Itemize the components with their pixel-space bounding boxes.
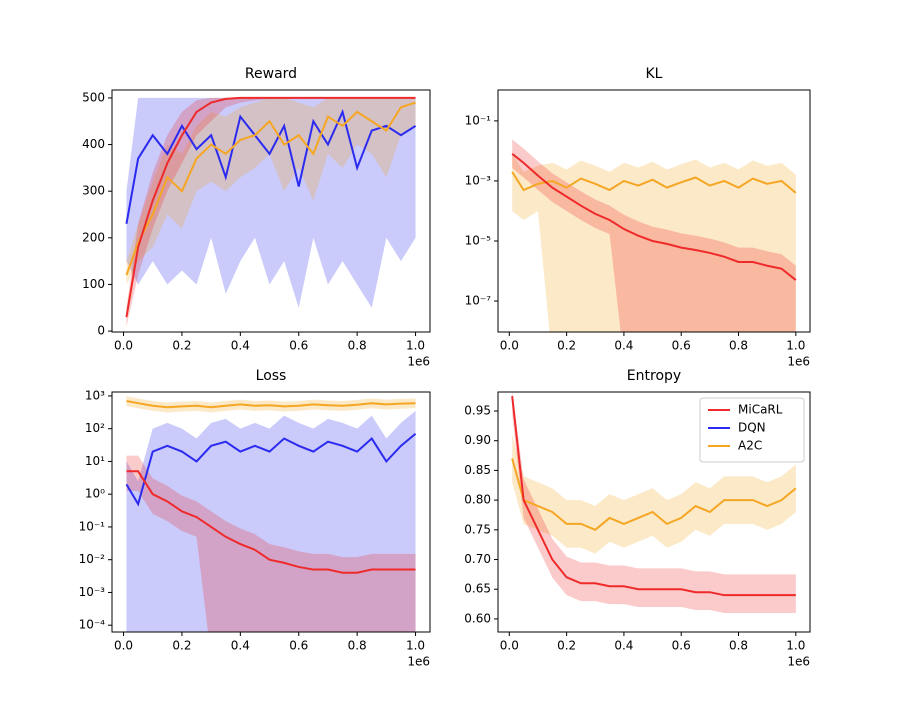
subplot-title: Entropy [627, 368, 681, 384]
x-tick-label: 0.0 [500, 339, 519, 353]
x-tick-label: 0.8 [729, 639, 748, 653]
series-line [126, 470, 416, 574]
legend-label: A2C [738, 439, 762, 453]
y-tick-label: 10⁻³ [79, 585, 106, 599]
x-tick-label: 0.6 [289, 339, 308, 353]
series-line [511, 396, 796, 597]
x-tick-label: 0.2 [172, 339, 191, 353]
axes-frame [497, 89, 811, 333]
subplot: 0.0 0.2 0.4 0.6 0.8 1.0 1e6 10⁻⁷ 10⁻⁵ 10⁻³ 10⁻¹ KL [465, 66, 811, 369]
x-tick-label: 0.6 [289, 639, 308, 653]
x-tick-label: 0.0 [114, 339, 133, 353]
x-tick-label: 0.4 [231, 339, 250, 353]
y-tick-label: 0.60 [464, 611, 491, 625]
x-tick-label: 0.8 [729, 339, 748, 353]
x-tick-label: 1.0 [786, 339, 805, 353]
y-tick-label: 10⁰ [85, 487, 105, 501]
x-offset-label: 1e6 [407, 655, 430, 669]
x-tick-label: 1.0 [406, 339, 425, 353]
plot-area [511, 139, 797, 332]
y-tick-label: 400 [82, 137, 105, 151]
x-tick-label: 0.8 [348, 639, 367, 653]
axes-frame [111, 391, 431, 633]
y-tick-label: 0.85 [464, 463, 491, 477]
series-line [125, 108, 417, 224]
y-tick-label: 10⁻⁴ [79, 618, 106, 632]
legend-label: DQN [738, 421, 766, 435]
y-tick-label: 10¹ [85, 454, 105, 468]
series-line [125, 101, 416, 276]
x-offset-label: 1e6 [407, 355, 430, 369]
y-tick-label: 0 [97, 324, 105, 338]
x-tick-label: 0.6 [672, 339, 691, 353]
error-band [512, 153, 796, 332]
series-line [125, 96, 416, 318]
subplot-title: KL [646, 66, 663, 82]
x-tick-label: 0.2 [557, 339, 576, 353]
subplot: 0.0 0.2 0.4 0.6 0.8 1.0 1e6 0.60 0.65 0.70 0.75 0.8… [464, 368, 811, 669]
axes-frame [111, 89, 431, 333]
plot-area [125, 96, 417, 327]
series-line [511, 153, 797, 281]
x-tick-label: 0.2 [557, 639, 576, 653]
y-tick-label: 300 [82, 184, 105, 198]
x-tick-label: 1.0 [406, 639, 425, 653]
y-tick-label: 10³ [85, 388, 105, 402]
error-band [126, 455, 416, 632]
x-tick-label: 0.4 [614, 339, 633, 353]
subplot-title: Loss [256, 368, 287, 384]
y-tick-label: 10⁻¹ [465, 113, 492, 127]
error-band [512, 139, 796, 332]
error-band [126, 410, 416, 632]
error-band [126, 97, 416, 285]
x-tick-label: 0.8 [348, 339, 367, 353]
subplot: 0.0 0.2 0.4 0.6 0.8 1.0 1e6 10⁻⁴ 10⁻³ 10⁻² 10⁻¹ 10⁰… [79, 368, 431, 669]
y-tick-label: 0.65 [464, 582, 491, 596]
y-tick-label: 0.90 [464, 433, 491, 447]
legend-label: MiCaRL [738, 403, 783, 417]
subplot: 0.0 0.2 0.4 0.6 0.8 1.0 1e6 0 100 200 300 400 500 Rew… [82, 66, 431, 369]
series-line [126, 400, 416, 409]
x-tick-label: 0.4 [231, 639, 250, 653]
y-tick-label: 200 [82, 230, 105, 244]
plot-area [125, 396, 417, 632]
y-tick-label: 500 [82, 90, 105, 104]
x-tick-label: 0.2 [172, 639, 191, 653]
plot-area [511, 392, 797, 613]
y-tick-label: 10⁻⁷ [465, 294, 492, 308]
series-line [125, 432, 417, 507]
y-tick-label: 10² [85, 421, 105, 435]
y-tick-label: 0.70 [464, 552, 491, 566]
x-tick-label: 0.0 [114, 639, 133, 653]
x-tick-label: 1.0 [786, 639, 805, 653]
y-tick-label: 0.80 [464, 493, 491, 507]
legend: MiCaRL DQN A2C [699, 397, 805, 463]
y-tick-label: 10⁻¹ [79, 519, 106, 533]
x-tick-label: 0.6 [672, 639, 691, 653]
x-tick-label: 0.0 [500, 639, 519, 653]
subplot-title: Reward [245, 66, 297, 82]
series-line [511, 458, 797, 531]
y-tick-label: 10⁻² [79, 552, 106, 566]
error-band [126, 396, 416, 413]
x-tick-label: 0.4 [614, 639, 633, 653]
y-tick-label: 10⁻⁵ [465, 233, 492, 247]
y-tick-label: 100 [82, 277, 105, 291]
error-band [512, 392, 796, 613]
x-offset-label: 1e6 [787, 655, 810, 669]
series-line [511, 171, 797, 194]
x-offset-label: 1e6 [787, 355, 810, 369]
y-tick-label: 10⁻³ [465, 173, 492, 187]
y-tick-label: 0.75 [464, 522, 491, 536]
y-tick-label: 0.95 [464, 404, 491, 418]
error-band [126, 97, 416, 308]
axes-frame [497, 391, 811, 633]
